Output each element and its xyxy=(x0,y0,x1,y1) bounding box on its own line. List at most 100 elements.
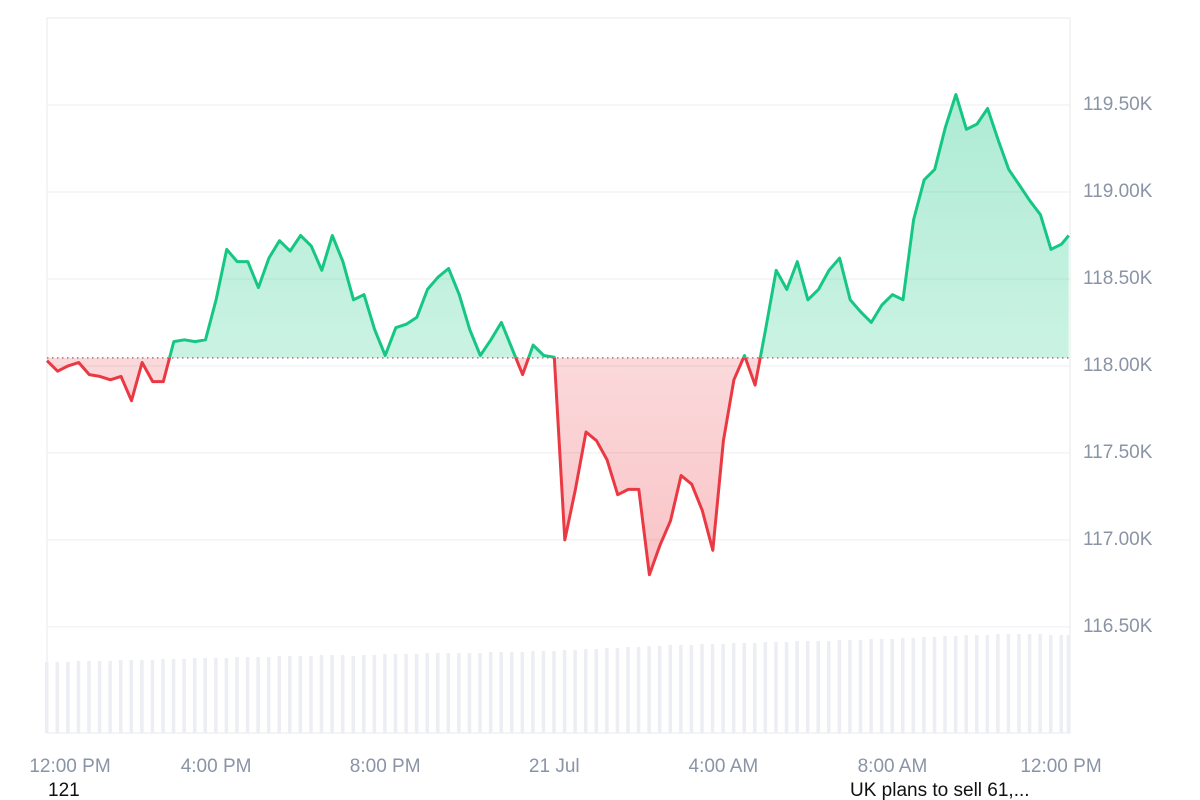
volume-bar xyxy=(562,650,567,733)
volume-bar xyxy=(1066,635,1071,733)
volume-bar xyxy=(721,644,725,733)
volume-bar xyxy=(245,657,250,733)
x-tick-label: 8:00 AM xyxy=(858,756,928,777)
volume-bar xyxy=(890,639,894,733)
volume-bar xyxy=(404,654,408,733)
price-line-below xyxy=(45,357,762,577)
area-below xyxy=(47,357,761,575)
volume-bar xyxy=(235,657,239,733)
volume-bar xyxy=(182,659,186,733)
volume-bar xyxy=(1006,634,1011,733)
volume-bar xyxy=(1059,635,1064,733)
volume-bar xyxy=(66,662,70,733)
volume-bar xyxy=(626,647,630,733)
volume-bar xyxy=(256,657,260,733)
volume-bar xyxy=(784,642,789,733)
volume-bar xyxy=(985,635,990,733)
volume-bar xyxy=(520,652,525,733)
volume-bar xyxy=(911,638,916,733)
annotation: 121 xyxy=(48,780,80,800)
volume-bar xyxy=(731,643,736,733)
volume-bar xyxy=(932,637,937,733)
y-tick-label: 118.50K xyxy=(1083,268,1153,289)
volume-bar xyxy=(552,651,556,733)
volume-bar xyxy=(214,658,218,733)
volume-bar xyxy=(118,660,123,733)
volume-bar xyxy=(953,636,958,733)
volume-bar xyxy=(605,648,609,733)
volume-bar xyxy=(943,636,947,733)
y-tick-label: 117.50K xyxy=(1083,442,1153,463)
volume-bar xyxy=(171,659,176,733)
volume-bar xyxy=(869,639,873,733)
x-tick-label: 21 Jul xyxy=(529,756,580,777)
volume-bar xyxy=(541,651,546,733)
volume-bar xyxy=(192,658,197,733)
volume-bar xyxy=(996,634,1000,733)
volume-bar xyxy=(879,639,884,733)
volume-bar xyxy=(837,640,842,733)
volume-bar xyxy=(795,641,799,733)
volume-bar xyxy=(340,655,345,733)
volume-bar xyxy=(97,661,102,733)
volume-bar xyxy=(964,635,968,733)
volume-bar xyxy=(298,656,303,733)
volume-bar xyxy=(457,653,461,733)
volume-bar xyxy=(393,654,398,733)
volume-bar xyxy=(615,648,620,733)
volume-bar xyxy=(76,661,81,733)
volume-bar xyxy=(309,656,313,733)
x-tick-label: 4:00 AM xyxy=(689,756,759,777)
y-tick-label: 116.50K xyxy=(1083,616,1153,637)
volume-bar xyxy=(753,643,757,733)
volume-bar xyxy=(129,660,134,733)
volume-bar xyxy=(330,655,334,733)
y-tick-label: 117.00K xyxy=(1083,529,1153,550)
volume-bar xyxy=(647,646,651,733)
x-tick-label: 12:00 PM xyxy=(1020,756,1101,777)
volume-bar xyxy=(224,658,229,733)
volume-bar xyxy=(922,637,926,733)
volume-bar xyxy=(425,653,429,733)
volume-bar xyxy=(774,642,778,733)
volume-bar xyxy=(488,652,493,733)
x-tick-label: 8:00 PM xyxy=(350,756,421,777)
x-tick-label: 4:00 PM xyxy=(181,756,252,777)
volume-bar xyxy=(467,653,472,733)
y-tick-label: 118.00K xyxy=(1083,355,1153,376)
volume-bar xyxy=(266,657,271,733)
volume-bar xyxy=(827,641,831,733)
volume-bar xyxy=(414,654,419,733)
volume-bar xyxy=(288,656,292,733)
volume-bar xyxy=(351,656,355,733)
volume-bar xyxy=(1038,634,1042,733)
volume-bar xyxy=(679,645,683,733)
volume-bar xyxy=(689,645,694,733)
plot-frame xyxy=(46,17,1071,734)
volume-bar xyxy=(372,655,377,733)
volume-bar xyxy=(510,652,514,733)
volume-bar xyxy=(531,651,535,733)
volume-bar xyxy=(362,655,366,733)
volume-bar xyxy=(742,643,746,733)
volume-bar xyxy=(763,642,768,733)
volume-bar xyxy=(446,653,451,733)
volume-bar xyxy=(594,649,599,733)
volume-bar xyxy=(45,662,49,733)
volume-bar xyxy=(277,656,281,733)
volume-bar xyxy=(975,635,979,733)
volume-bar xyxy=(1027,634,1032,733)
volume-bar xyxy=(150,660,155,733)
volume-bar xyxy=(657,646,662,733)
volume-bar xyxy=(583,649,588,733)
volume-bar xyxy=(383,654,387,733)
y-tick-label: 119.50K xyxy=(1083,94,1153,115)
volume-bar xyxy=(700,644,704,733)
volume-bar xyxy=(668,645,673,733)
volume-bar xyxy=(1017,634,1021,733)
volume-bar xyxy=(108,661,112,733)
volume-bar xyxy=(436,653,440,733)
volume-bar xyxy=(848,640,852,733)
volume-bar xyxy=(710,644,715,733)
